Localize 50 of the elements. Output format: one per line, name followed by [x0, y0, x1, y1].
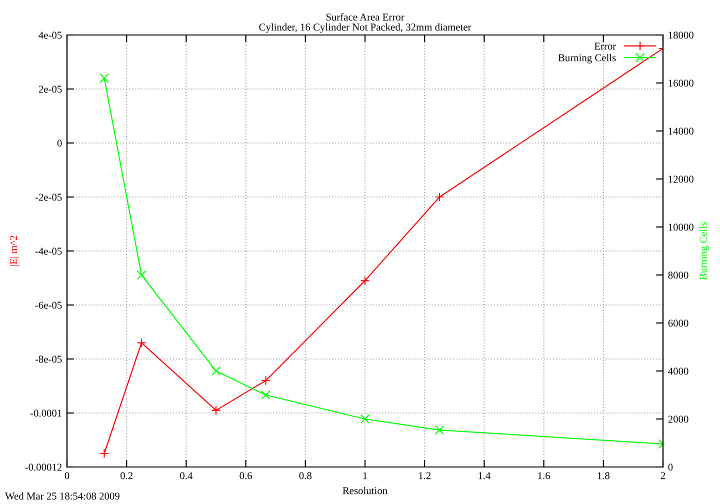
y-tick-label: -0.0001 — [30, 410, 62, 417]
y2-tick-label: 6000 — [668, 320, 688, 327]
x-tick-label: 1 — [363, 472, 367, 480]
x-tick-label: 0.6 — [240, 472, 252, 480]
y-tick-label: -2e-05 — [35, 194, 62, 201]
y2-tick-label: 14000 — [668, 128, 694, 135]
y-axis-title: |E| m^2 — [10, 236, 20, 266]
point — [100, 448, 109, 458]
x-tick-label: 0.8 — [299, 472, 312, 480]
point — [100, 73, 109, 83]
y-tick-label: -4e-05 — [35, 248, 62, 255]
point — [360, 414, 370, 424]
y-tick-label: -8e-05 — [35, 356, 62, 363]
y2-tick-label: 16000 — [668, 80, 694, 87]
x-tick-label: 2 — [660, 472, 666, 480]
point — [136, 270, 146, 280]
point — [261, 376, 270, 386]
y2-tick-label: 18000 — [668, 32, 694, 39]
y2-tick-label: 12000 — [668, 176, 694, 183]
x-tick-label: 0.2 — [120, 472, 133, 480]
legend-label: Error — [594, 42, 616, 50]
x-axis-title: Resolution — [342, 486, 388, 494]
y-tick-label: 4e-05 — [38, 32, 62, 39]
y-tick-label: 2e-05 — [38, 86, 62, 93]
chart-title: Surface Area Error — [326, 13, 404, 21]
text: Wed Mar 25 18:54:08 2009 — [5, 492, 120, 500]
x-tick-label: 0.4 — [180, 472, 193, 480]
point — [434, 425, 444, 435]
point — [211, 406, 221, 416]
y-tick-label: -6e-05 — [35, 302, 62, 309]
y2-tick-label: 8000 — [668, 272, 688, 279]
legend-label: Burning Cells — [558, 54, 616, 64]
y-tick-label: -0.00012 — [25, 464, 62, 471]
x-tick-label: 1.6 — [538, 472, 550, 480]
x-tick-label: 1.2 — [419, 472, 431, 480]
x-tick-label: 0 — [64, 472, 70, 480]
y2-tick-label: 10000 — [668, 224, 694, 231]
x-tick-label: 1.4 — [478, 472, 491, 480]
point — [211, 366, 221, 376]
chart-subtitle: Cylinder, 16 Cylinder Not Packed, 32mm diameter — [259, 23, 472, 33]
y2-axis-title: Burning Cells — [699, 222, 709, 280]
y-tick-label: 0 — [57, 140, 62, 147]
point — [136, 338, 146, 348]
y2-tick-label: 2000 — [668, 416, 688, 423]
point — [360, 276, 370, 286]
point — [261, 390, 270, 400]
x-tick-label: 1.8 — [598, 472, 610, 480]
y2-tick-label: 0 — [668, 464, 673, 471]
point — [434, 192, 444, 202]
y2-tick-label: 4000 — [668, 368, 688, 375]
